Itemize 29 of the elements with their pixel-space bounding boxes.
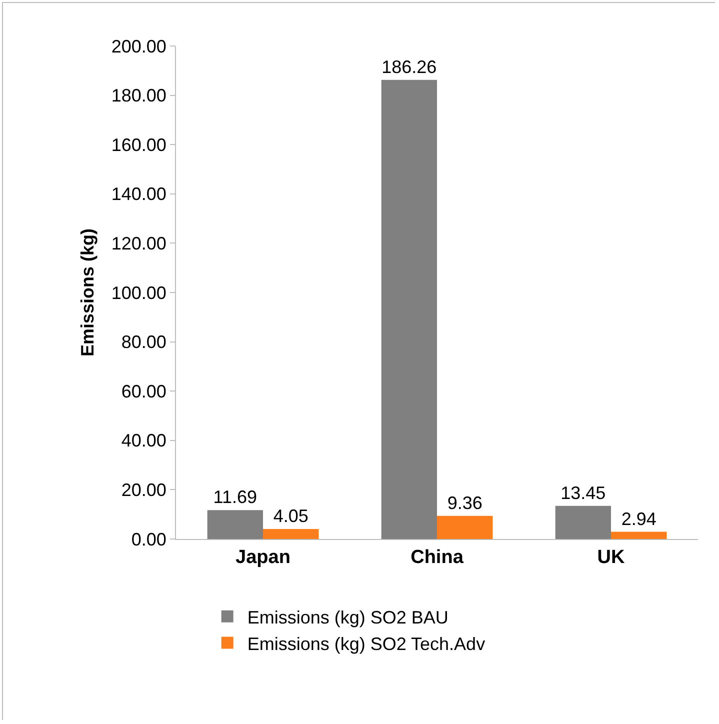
- y-tick-label: 40.00: [121, 430, 166, 451]
- y-tick-label: 100.00: [111, 282, 166, 303]
- x-tick-label: UK: [597, 546, 625, 568]
- y-tick-label: 80.00: [121, 332, 166, 352]
- data-label: 11.69: [213, 487, 258, 508]
- y-tick-label: 180.00: [111, 86, 166, 106]
- y-tick-label: 140.00: [111, 184, 166, 204]
- y-tick-label: 160.00: [111, 134, 166, 155]
- x-tick-label: China: [410, 546, 464, 568]
- x-tick-label: Japan: [236, 546, 290, 568]
- data-label: 4.05: [273, 506, 308, 526]
- legend-label: Emissions (kg) SO2 BAU: [247, 607, 448, 628]
- data-label: 13.45: [560, 482, 606, 503]
- y-tick-label: 120.00: [111, 234, 166, 254]
- y-tick-label: 0.00: [131, 529, 166, 550]
- bar: [555, 506, 611, 539]
- bar: [611, 532, 667, 539]
- y-axis-title: Emissions (kg): [78, 228, 98, 357]
- y-tick-label: 20.00: [121, 480, 166, 500]
- y-tick-label: 60.00: [121, 381, 166, 402]
- y-tick-label: 200.00: [111, 36, 166, 56]
- bar: [207, 510, 263, 539]
- data-label: 2.94: [621, 508, 656, 529]
- legend-label: Emissions (kg) SO2 Tech.Adv: [247, 634, 486, 654]
- data-label: 9.36: [447, 492, 482, 513]
- bar: [437, 516, 493, 539]
- bar: [381, 80, 437, 539]
- data-label: 186.26: [382, 56, 437, 77]
- bar: [263, 529, 319, 539]
